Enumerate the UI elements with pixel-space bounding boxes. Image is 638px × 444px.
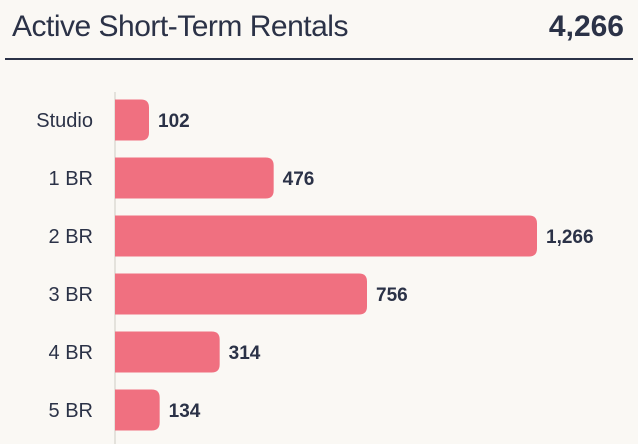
value-label: 476	[283, 169, 315, 190]
category-label: 2 BR	[49, 226, 93, 248]
value-label: 102	[158, 111, 190, 132]
bar	[115, 389, 160, 431]
value-label: 756	[376, 285, 408, 306]
total-count: 4,266	[548, 10, 624, 43]
value-label: 314	[229, 343, 261, 364]
category-label: 5 BR	[49, 400, 93, 422]
category-label: 4 BR	[49, 342, 93, 364]
category-label: Studio	[36, 110, 93, 132]
bar	[115, 331, 220, 373]
bar	[115, 273, 367, 315]
value-label: 1,266	[546, 227, 594, 248]
bar	[115, 99, 149, 141]
category-label: 1 BR	[49, 168, 93, 190]
bar	[115, 215, 537, 257]
bar	[115, 157, 274, 199]
header-divider	[5, 58, 633, 60]
chart-title: Active Short-Term Rentals	[12, 10, 348, 43]
category-label: 3 BR	[49, 284, 93, 306]
value-label: 134	[169, 401, 201, 422]
